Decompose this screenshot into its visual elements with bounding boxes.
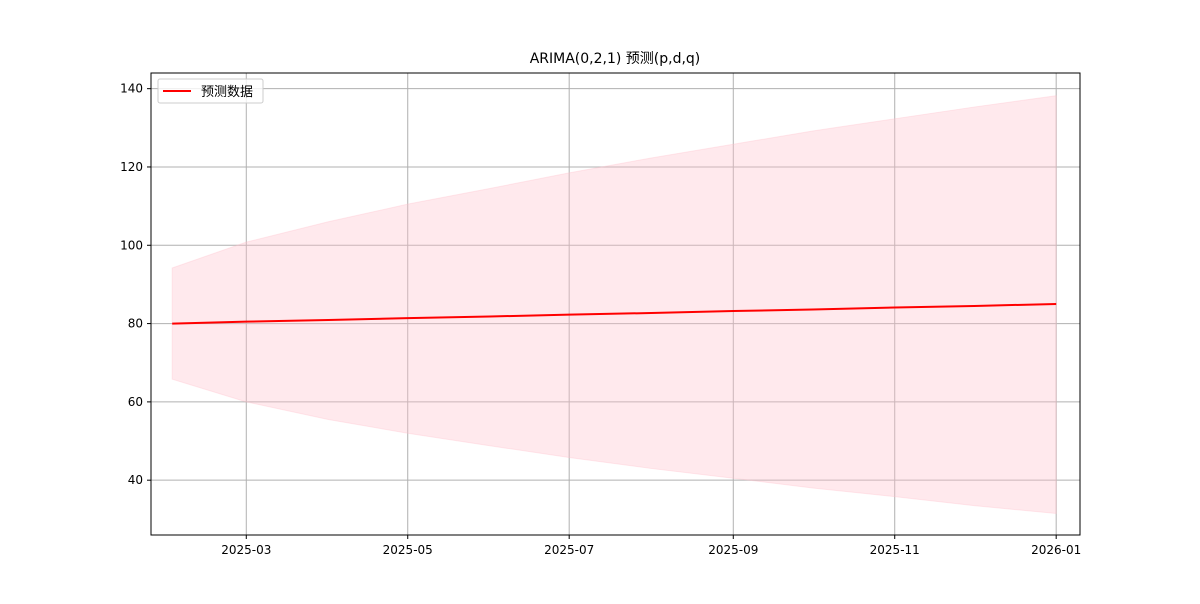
- forecast-series-line: [172, 303, 1057, 325]
- y-tick-label: 120: [120, 160, 143, 174]
- confidence-interval-band: [171, 95, 1057, 515]
- x-tick-label: 2025-09: [708, 543, 758, 557]
- x-tick-label: 2025-03: [221, 543, 271, 557]
- x-tick-label: 2025-07: [544, 543, 594, 557]
- x-tick-label: 2025-05: [383, 543, 433, 557]
- legend: 预测数据: [157, 78, 264, 104]
- x-tick-label: 2026-01: [1031, 543, 1081, 557]
- grid-lines: [151, 73, 1080, 535]
- legend-box: [157, 78, 264, 104]
- y-tick-label: 40: [128, 473, 143, 487]
- x-tick-label: 2025-11: [870, 543, 920, 557]
- plot-frame: [150, 72, 1081, 536]
- y-tick-label: 140: [120, 82, 143, 96]
- y-tick-label: 80: [128, 317, 143, 331]
- y-tick-label: 100: [120, 238, 143, 252]
- confidence-band-layer: [171, 95, 1057, 515]
- chart-title: ARIMA(0,2,1) 预测(p,d,q): [530, 51, 701, 67]
- y-tick-label: 60: [128, 395, 143, 409]
- axis-ticks: 2025-03 2025-05 2025-07 2025-09 2025-11 2026-…: [120, 82, 1081, 557]
- series-layer: [172, 303, 1057, 325]
- plot-area: [151, 73, 1080, 535]
- legend-label: 预测数据: [201, 85, 253, 100]
